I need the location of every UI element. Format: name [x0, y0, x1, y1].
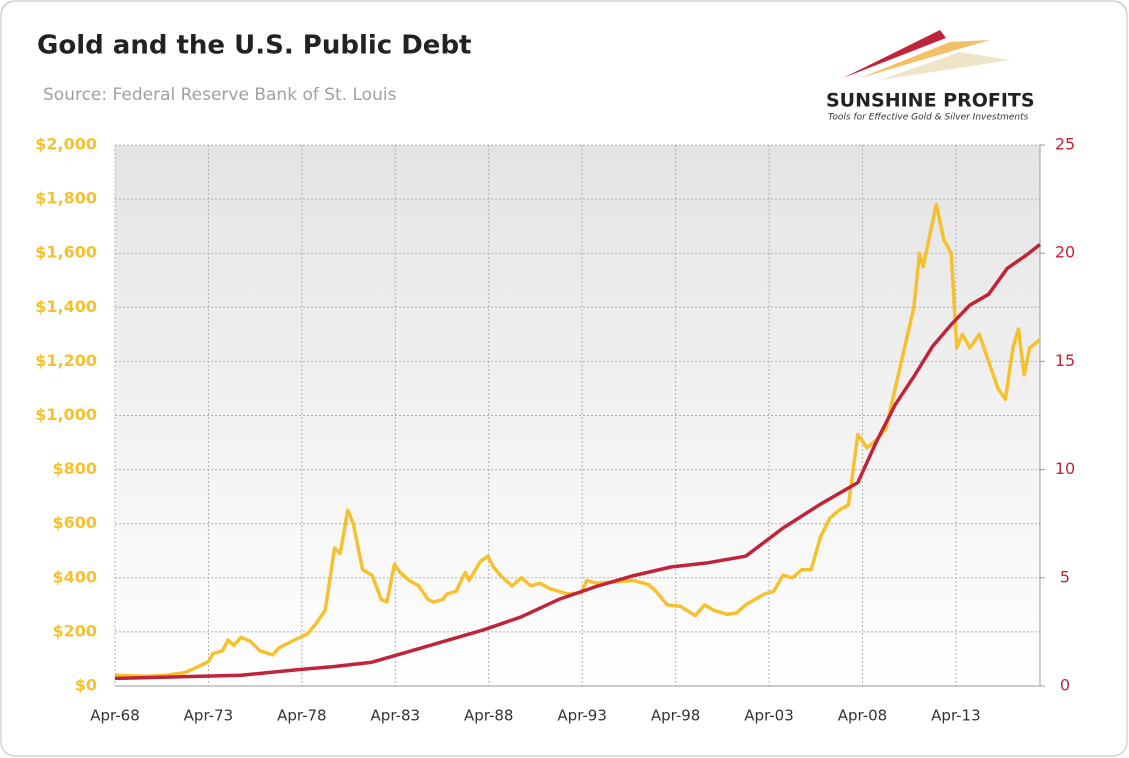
y2-tick-label: 25	[1055, 135, 1075, 154]
y-tick-label: $1,600	[35, 243, 97, 262]
x-tick-label: Apr-88	[464, 707, 514, 725]
x-tick-label: Apr-93	[557, 707, 607, 725]
y-tick-label: $400	[52, 567, 97, 586]
series-line	[114, 202, 1042, 679]
y-tick-label: $1,200	[35, 351, 97, 370]
x-tick-label: Apr-98	[651, 707, 701, 725]
x-tick-label: Apr-08	[838, 707, 888, 725]
x-tick-label: Apr-78	[277, 707, 327, 725]
series-line	[114, 243, 1042, 681]
chart-title: Gold and the U.S. Public Debt	[37, 31, 471, 61]
y-tick-label: $600	[52, 513, 97, 532]
y-tick-label: $200	[52, 621, 97, 640]
y-tick-label: $1,800	[35, 189, 97, 208]
x-tick-label: Apr-03	[744, 707, 794, 725]
logo-tagline: Tools for Effective Gold & Silver Invest…	[828, 113, 1029, 123]
x-tick-label: Apr-73	[184, 707, 234, 725]
y-tick-label: $0	[75, 676, 97, 695]
y2-tick-label: 5	[1060, 567, 1070, 586]
x-tick-label: Apr-13	[931, 707, 981, 725]
x-tick-label: Apr-83	[371, 707, 421, 725]
y2-tick-label: 0	[1060, 676, 1070, 695]
logo: SUNSHINE PROFITS Tools for Effective Gol…	[826, 30, 1035, 123]
plot-area	[115, 145, 1040, 686]
x-tick-label: Apr-68	[90, 707, 140, 725]
chart-subtitle: Source: Federal Reserve Bank of St. Loui…	[43, 85, 397, 105]
y-tick-label: $1,400	[35, 297, 97, 316]
y2-tick-label: 10	[1055, 459, 1075, 478]
y-tick-label: $2,000	[35, 135, 97, 154]
logo-name: SUNSHINE PROFITS	[826, 90, 1035, 112]
y-tick-label: $800	[52, 459, 97, 478]
y-tick-label: $1,000	[35, 405, 97, 424]
y2-tick-label: 15	[1055, 351, 1075, 370]
y2-tick-label: 20	[1055, 243, 1075, 262]
